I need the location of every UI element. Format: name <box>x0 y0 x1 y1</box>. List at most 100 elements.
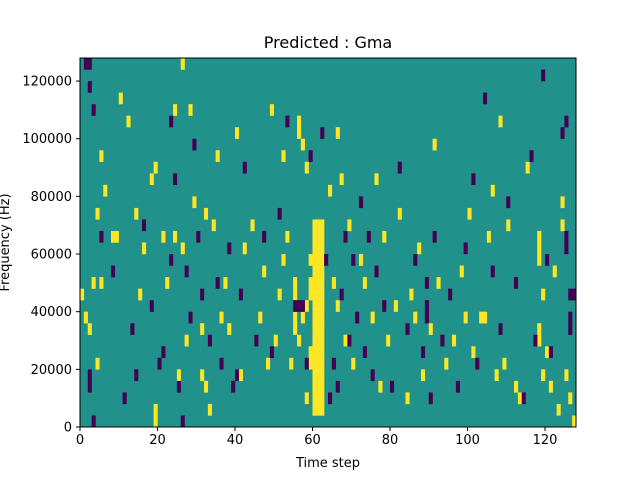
heatmap-cell-low <box>87 81 92 93</box>
heatmap-cell-low <box>130 323 135 335</box>
heatmap-cell-high <box>320 230 325 243</box>
heatmap-cell-high <box>304 300 309 312</box>
heatmap-cell-low <box>242 161 247 174</box>
heatmap-cell-high <box>316 357 321 370</box>
heatmap-cell-high <box>211 219 216 232</box>
heatmap-cell-high <box>173 104 178 116</box>
heatmap-cell-high <box>262 265 267 278</box>
heatmap-cell-high <box>335 127 340 139</box>
heatmap-cell-high <box>471 346 476 359</box>
heatmap-cell-low <box>134 369 139 382</box>
heatmap-cell-high <box>320 265 325 278</box>
heatmap-cell-low <box>308 150 313 162</box>
heatmap-cell-high <box>277 288 282 301</box>
heatmap-cell-high <box>250 219 255 232</box>
heatmap-cell-low <box>428 392 433 405</box>
heatmap-cell-high <box>537 323 542 335</box>
heatmap-cell-high <box>351 357 356 370</box>
heatmap-cell-high <box>316 311 321 324</box>
heatmap-cell-high <box>320 242 325 255</box>
heatmap-cell-high <box>316 219 321 232</box>
heatmap-cell-low <box>184 265 189 278</box>
heatmap-cell-low <box>455 380 460 393</box>
heatmap-cell-high <box>204 380 209 393</box>
heatmap-cell-low <box>541 69 546 82</box>
heatmap-cell-high <box>200 369 205 382</box>
heatmap-cell-low <box>335 380 340 393</box>
heatmap-cell-low <box>87 58 92 70</box>
heatmap-cell-low <box>324 254 329 266</box>
heatmap-cell-low <box>149 300 154 312</box>
heatmap-cell-high <box>95 207 100 220</box>
heatmap-cell-low <box>238 288 243 301</box>
x-tick-label: 80 <box>382 433 399 448</box>
heatmap-cell-high <box>312 392 317 405</box>
heatmap-cell-high <box>312 219 317 232</box>
heatmap-cell-low <box>432 230 437 243</box>
heatmap-cell-high <box>173 230 178 243</box>
heatmap-cell-high <box>312 323 317 335</box>
y-tick-label: 100000 <box>22 132 72 147</box>
heatmap-cell-low <box>320 127 325 139</box>
x-axis-ticks: 0 20 40 60 80 100 120 <box>76 427 558 448</box>
heatmap-cell-high <box>382 230 387 243</box>
heatmap-cell-high <box>328 184 333 197</box>
heatmap-cell-high <box>269 104 274 116</box>
heatmap-cell-low <box>339 288 344 301</box>
heatmap-cell-low <box>254 334 259 347</box>
heatmap-cell-high <box>312 403 317 416</box>
x-tick-label: 60 <box>304 433 321 448</box>
x-tick-label: 120 <box>533 433 558 448</box>
heatmap-cell-low <box>215 277 220 289</box>
heatmap-cell-low <box>142 219 147 232</box>
heatmap-cell-high <box>312 311 317 324</box>
heatmap-cell-high <box>556 403 561 416</box>
heatmap-cell-high <box>320 357 325 370</box>
heatmap-cell-high <box>312 357 317 370</box>
heatmap-cell-low <box>200 288 205 301</box>
heatmap-cell-high <box>235 127 240 139</box>
heatmap-cell-high <box>297 334 302 347</box>
heatmap-background <box>80 58 576 427</box>
chart-title: Predicted : Gma <box>264 33 392 52</box>
heatmap-cell-high <box>343 334 348 347</box>
heatmap-cell-low <box>207 334 212 347</box>
heatmap-cell-high <box>537 334 542 347</box>
heatmap-cell-high <box>308 288 313 301</box>
heatmap-cell-high <box>176 369 181 382</box>
heatmap-cell-low <box>91 104 96 116</box>
heatmap-cell-low <box>188 311 193 324</box>
heatmap-cell-low <box>548 346 553 359</box>
heatmap-cell-low <box>87 369 92 382</box>
heatmap-cell-high <box>138 288 143 301</box>
heatmap-cell-low <box>506 196 511 209</box>
heatmap-cell-high <box>95 357 100 370</box>
heatmap-cell-low <box>564 242 569 255</box>
heatmap-cell-low <box>173 173 178 186</box>
heatmap-cells <box>80 58 577 428</box>
heatmap-cell-high <box>320 346 325 359</box>
heatmap-cell-high <box>417 242 422 255</box>
heatmap-cell-low <box>362 346 367 359</box>
heatmap-cell-high <box>308 254 313 266</box>
heatmap-cell-high <box>184 334 189 347</box>
heatmap-cell-low <box>331 357 336 370</box>
heatmap-cell-low <box>359 196 364 209</box>
heatmap-cell-low <box>564 230 569 243</box>
heatmap-cell-high <box>238 369 243 382</box>
heatmap-cell-low <box>568 323 573 335</box>
heatmap-cell-low <box>568 311 573 324</box>
heatmap-cell-high <box>308 277 313 289</box>
heatmap-cell-high <box>452 334 457 347</box>
x-tick-label: 0 <box>76 433 84 448</box>
heatmap-cell-low <box>560 127 565 139</box>
heatmap-cell-high <box>99 150 104 162</box>
heatmap-cell-low <box>231 380 236 393</box>
heatmap-cell-high <box>87 323 92 335</box>
x-tick-label: 100 <box>455 433 480 448</box>
heatmap-cell-low <box>564 115 569 128</box>
heatmap-cell-low <box>498 323 503 335</box>
heatmap-cell-high <box>316 230 321 243</box>
heatmap-cell-high <box>502 357 507 370</box>
heatmap-cell-high <box>490 184 495 197</box>
